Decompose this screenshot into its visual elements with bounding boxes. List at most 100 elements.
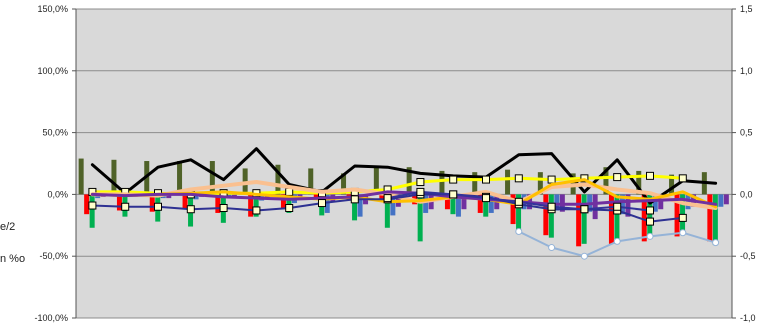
bar-s3-19	[718, 194, 724, 207]
bar-s3-11	[455, 194, 461, 217]
line-series-0	[90, 147, 718, 205]
bar-s1-12	[477, 194, 483, 213]
marker-s6-18	[679, 229, 687, 237]
left-tick-label-0: -100,0%	[34, 313, 68, 323]
bar-s1-4	[215, 194, 221, 213]
bar-s1-15	[576, 194, 582, 247]
right-y-axis: -1,0 -0,5 0,0 0,5 1,0 1,5	[732, 4, 756, 323]
right-tick-label-1: -0,5	[740, 251, 756, 261]
marker-s1-6	[285, 187, 294, 196]
marker-s7-9	[383, 194, 392, 203]
marker-s7-12	[482, 194, 490, 203]
bar-s0-3	[177, 161, 183, 195]
right-tick-label-5: 1,5	[740, 4, 753, 14]
marker-s5-6	[285, 203, 294, 212]
bar-s1-16	[608, 194, 614, 244]
bar-s0-1	[111, 159, 117, 195]
left-tick-label-3: 50,0%	[42, 128, 68, 138]
bar-s2-16	[614, 194, 620, 244]
right-tick-label-0: -1,0	[740, 313, 756, 323]
left-tick-label-1: -50,0%	[39, 251, 68, 261]
left-tick-label-5: 150,0%	[37, 4, 68, 14]
bar-s3-10	[423, 194, 429, 213]
marker-s5-3	[186, 205, 195, 214]
marker-s5-5	[252, 206, 261, 215]
bar-s2-5	[253, 194, 259, 217]
bar-s0-12	[472, 172, 478, 195]
bar-s2-11	[450, 194, 456, 215]
bar-s4-5	[264, 194, 270, 200]
marker-s6-19	[712, 239, 720, 247]
bar-s1-3	[182, 194, 188, 210]
right-tick-label-4: 1,0	[740, 66, 753, 76]
marker-s6-13	[515, 227, 523, 235]
left-y-axis: -100,0% -50,0% 0,0% 50,0% 100,0% 150,0%	[34, 4, 76, 323]
marker-s1-18	[678, 174, 687, 183]
marker-s6-17	[646, 232, 654, 240]
bar-s0-14	[537, 172, 543, 195]
bar-s1-19	[707, 194, 713, 242]
bar-s1-7	[313, 194, 319, 199]
marker-s5-18	[678, 213, 687, 222]
marker-s1-12	[482, 175, 490, 184]
bar-s0-18	[669, 174, 675, 195]
right-tick-label-2: 0,0	[740, 189, 753, 199]
bar-s4-19	[723, 194, 729, 205]
bar-s0-16	[603, 167, 609, 195]
left-tick-label-4: 100,0%	[37, 66, 68, 76]
marker-s6-15	[580, 252, 588, 260]
marker-s5-1	[121, 202, 130, 211]
marker-s1-17	[646, 171, 654, 180]
bar-s1-14	[543, 194, 549, 236]
bar-s1-13	[510, 194, 516, 225]
marker-s7-14	[547, 202, 556, 211]
bar-s1-11	[444, 194, 450, 210]
bar-s1-2	[149, 194, 155, 212]
line-series-group	[88, 147, 720, 260]
marker-s6-14	[548, 244, 556, 252]
left-tick-label-2: 0,0%	[47, 189, 68, 199]
line-series-2	[90, 180, 718, 210]
marker-s7-13	[514, 197, 523, 206]
bar-s2-14	[548, 194, 554, 238]
marker-s5-17	[646, 217, 654, 226]
marker-s5-2	[154, 202, 162, 211]
marker-s1-11	[449, 175, 458, 184]
bar-s2-6	[286, 194, 292, 213]
bar-s0-6	[275, 164, 281, 195]
bar-s3-18	[685, 194, 691, 210]
bar-s1-6	[280, 194, 286, 210]
bar-s2-10	[417, 194, 423, 242]
marker-s7-17	[646, 206, 654, 215]
bar-s4-11	[461, 194, 467, 210]
bar-s1-17	[641, 194, 647, 242]
bar-s3-12	[488, 194, 494, 213]
bar-s1-9	[379, 194, 385, 201]
marker-s5-7	[318, 199, 326, 208]
marker-s7-11	[449, 190, 458, 199]
bar-s0-17	[636, 170, 642, 195]
right-tick-label-3: 0,5	[740, 128, 753, 138]
bar-s3-3	[193, 194, 199, 200]
left-label-fragment-1: e/2	[0, 221, 15, 233]
bar-s2-12	[483, 194, 489, 217]
marker-s5-4	[219, 203, 228, 212]
bar-s3-7	[324, 194, 330, 213]
bar-s0-10	[406, 167, 412, 195]
marker-s1-16	[613, 173, 622, 182]
bar-s3-14	[554, 194, 560, 211]
plot-area	[76, 9, 732, 318]
bar-s2-13	[516, 194, 522, 233]
bar-s1-1	[116, 194, 122, 211]
bar-s2-8	[352, 194, 358, 221]
bar-s4-16	[625, 194, 631, 217]
line-series-4	[90, 190, 718, 206]
bar-s0-4	[209, 161, 215, 195]
marker-s5-0	[88, 201, 97, 210]
bar-s4-2	[166, 194, 172, 199]
bar-s2-15	[581, 194, 587, 244]
bar-s0-9	[373, 167, 379, 195]
bar-s0-13	[505, 169, 511, 195]
bar-s2-9	[384, 194, 390, 228]
